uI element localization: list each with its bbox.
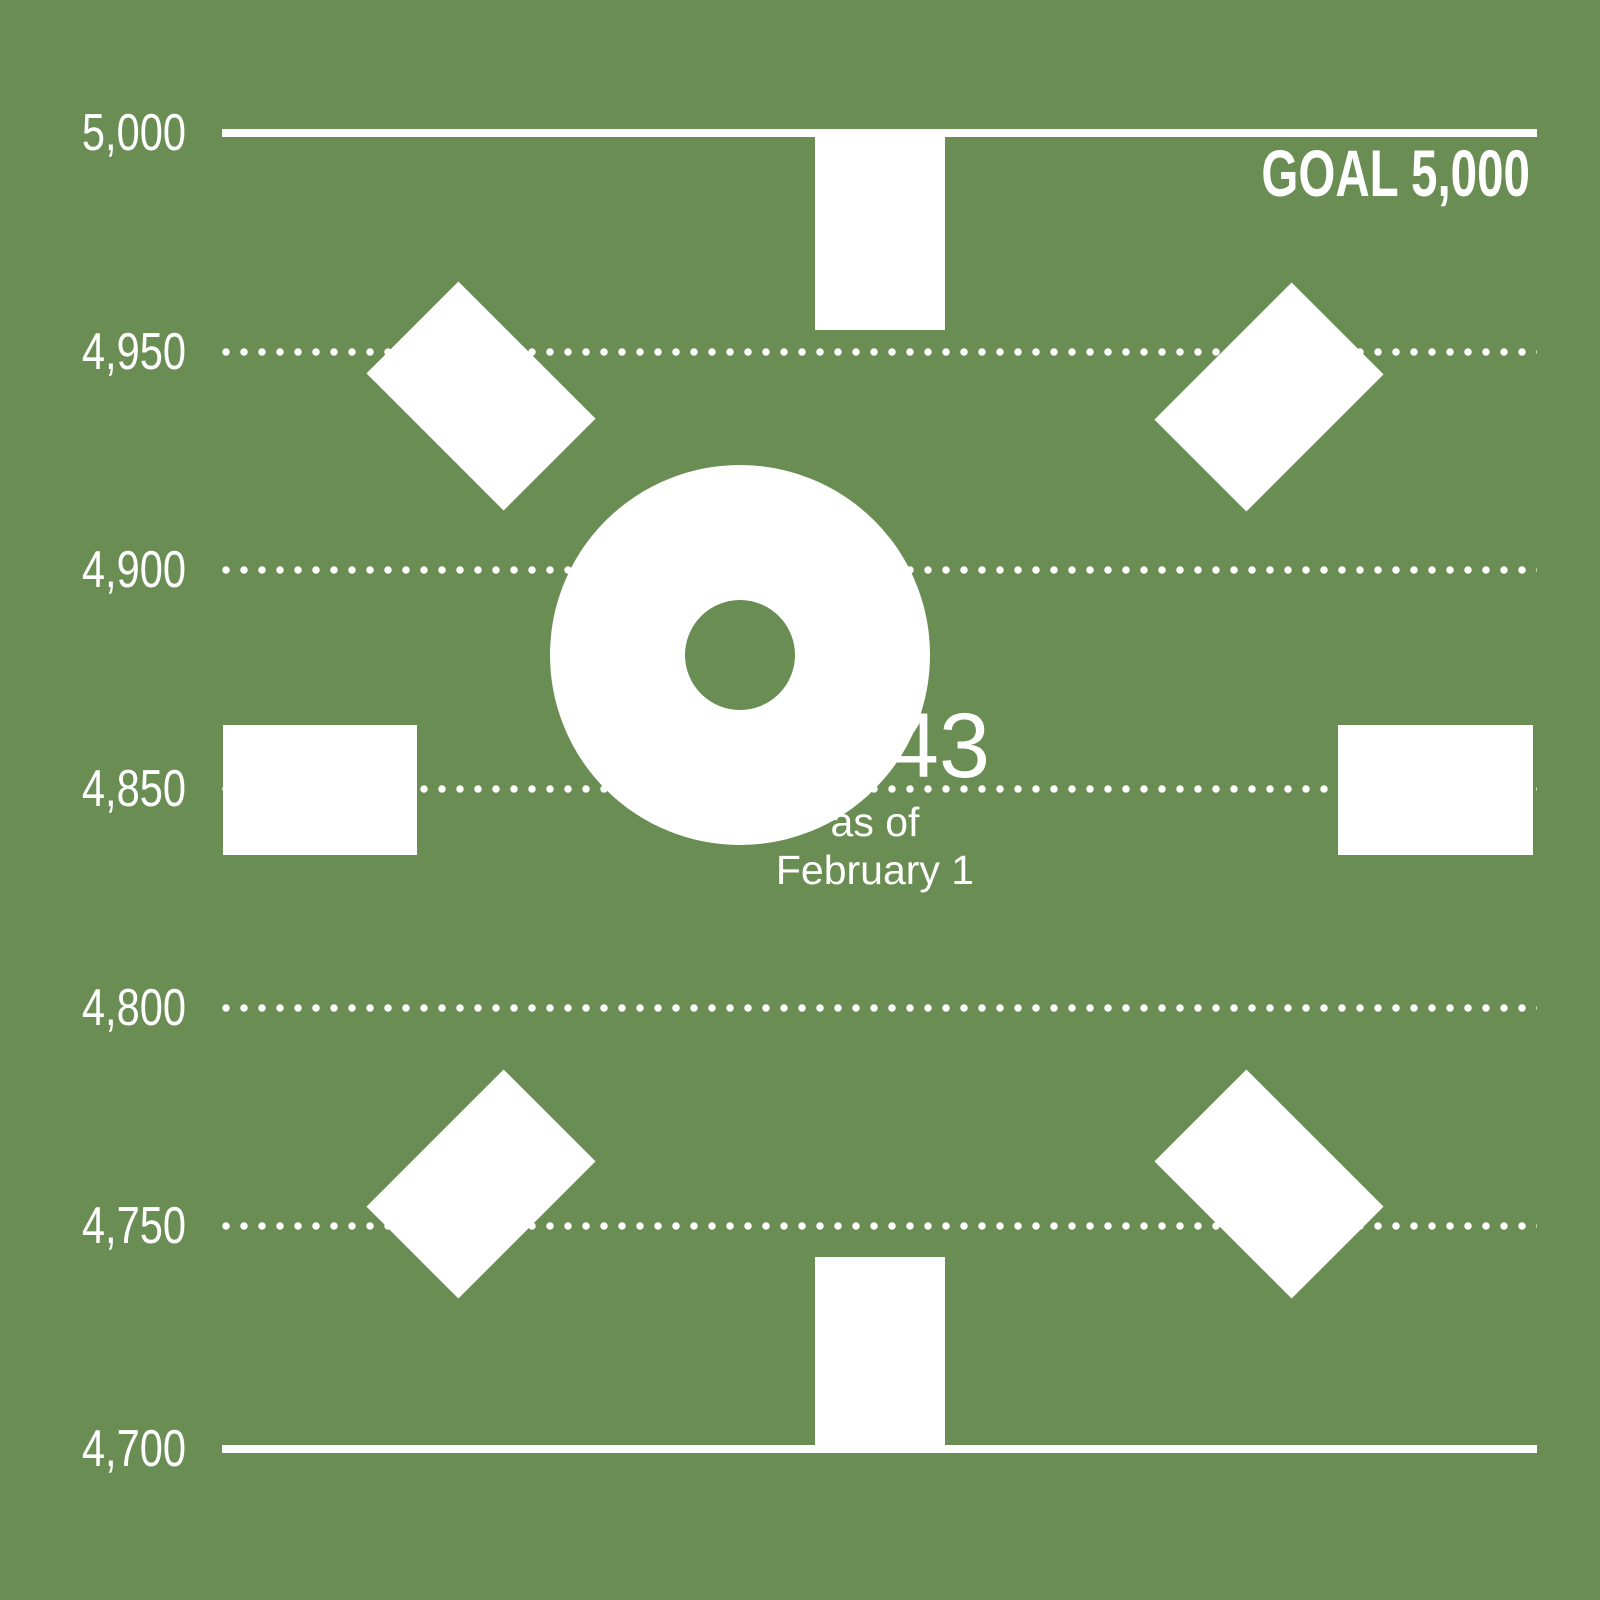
gridline-4850 <box>222 785 1537 793</box>
axis-tick-label-4950: 4,950 <box>81 323 186 381</box>
sun-ray-south-icon <box>815 1257 945 1445</box>
sun-ray-northwest-icon <box>366 281 596 511</box>
as-of-date: February 1 <box>775 847 975 893</box>
gridline-4750 <box>222 1222 1537 1230</box>
axis-tick-label-4700: 4,700 <box>81 1420 186 1478</box>
sun-ray-east-icon <box>1338 725 1533 855</box>
sun-ray-west-icon <box>223 725 417 855</box>
axis-tick-label-4850: 4,850 <box>81 760 186 818</box>
current-value: 4,743 <box>759 695 991 797</box>
axis-tick-label-4750: 4,750 <box>81 1197 186 1255</box>
center-readout: 4,743 as of February 1 <box>625 700 1125 894</box>
axis-tick-label-4900: 4,900 <box>81 541 186 599</box>
goal-annotation: GOAL 5,000 <box>1261 136 1530 210</box>
gridline-4700-baseline <box>222 1445 1537 1453</box>
as-of-caption: as of February 1 <box>625 798 1125 894</box>
axis-tick-label-5000: 5,000 <box>81 104 186 162</box>
sun-ray-northeast-icon <box>1154 282 1384 512</box>
gridline-4800 <box>222 1004 1537 1012</box>
as-of-prefix: as of <box>830 799 920 845</box>
gridline-5000-goal-line <box>222 129 1537 137</box>
sun-ray-north-icon <box>815 137 945 330</box>
axis-tick-label-4800: 4,800 <box>81 979 186 1037</box>
gridline-4950 <box>222 348 1537 356</box>
